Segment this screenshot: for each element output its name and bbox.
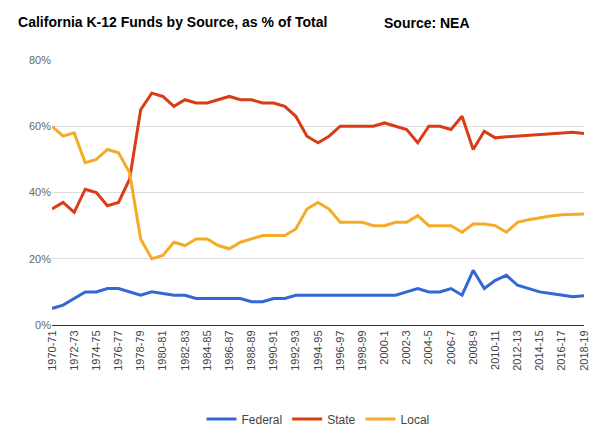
svg-text:1988-89: 1988-89 [245,330,257,370]
svg-text:2008-9: 2008-9 [467,330,479,364]
svg-text:1992-93: 1992-93 [289,330,301,370]
svg-text:1994-95: 1994-95 [312,330,324,370]
svg-text:Federal: Federal [242,413,283,427]
svg-text:2016-17: 2016-17 [555,330,567,370]
svg-text:0%: 0% [35,319,51,331]
svg-text:1998-99: 1998-99 [356,330,368,370]
svg-text:1974-75: 1974-75 [90,330,102,370]
svg-text:California K-12 Funds by Sourc: California K-12 Funds by Source, as % of… [18,14,327,30]
svg-text:20%: 20% [29,253,51,265]
svg-text:1990-91: 1990-91 [267,330,279,370]
svg-text:1996-97: 1996-97 [334,330,346,370]
svg-text:2014-15: 2014-15 [533,330,545,370]
svg-text:2002-3: 2002-3 [400,330,412,364]
svg-text:1970-71: 1970-71 [46,330,58,370]
svg-text:80%: 80% [29,54,51,66]
svg-text:2006-7: 2006-7 [445,330,457,364]
svg-text:1978-79: 1978-79 [134,330,146,370]
svg-text:1982-83: 1982-83 [179,330,191,370]
svg-text:2018-19: 2018-19 [578,330,590,370]
svg-text:Source: NEA: Source: NEA [384,15,470,31]
svg-text:1972-73: 1972-73 [68,330,80,370]
svg-text:2010-11: 2010-11 [489,330,501,370]
svg-text:1980-81: 1980-81 [156,330,168,370]
svg-text:2000-1: 2000-1 [378,330,390,364]
svg-text:1976-77: 1976-77 [112,330,124,370]
svg-text:60%: 60% [29,120,51,132]
svg-text:2012-13: 2012-13 [511,330,523,370]
svg-text:1984-85: 1984-85 [201,330,213,370]
svg-text:2004-5: 2004-5 [422,330,434,364]
svg-text:40%: 40% [29,186,51,198]
svg-text:1986-87: 1986-87 [223,330,235,370]
svg-text:Local: Local [401,413,430,427]
svg-text:State: State [327,413,355,427]
